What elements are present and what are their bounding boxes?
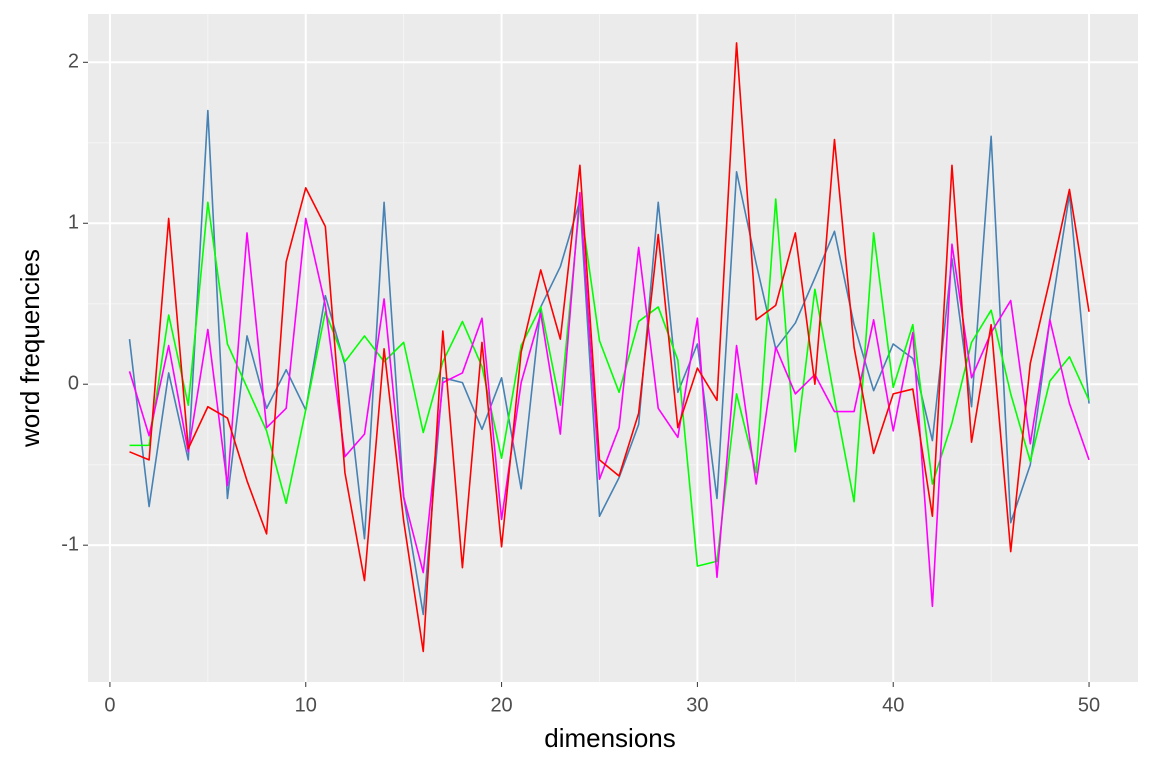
x-tick-label: 50	[1078, 694, 1100, 716]
y-tick-label: -1	[61, 533, 79, 555]
series-line	[128, 191, 1090, 608]
x-tick-label: 10	[295, 694, 317, 716]
x-tick-label: 30	[686, 694, 708, 716]
x-tick-label: 40	[882, 694, 904, 716]
series-line	[129, 42, 1090, 653]
x-axis-title: dimensions	[544, 723, 676, 753]
y-tick-label: 0	[68, 372, 79, 394]
x-tick-label: 20	[490, 694, 512, 716]
series-line	[129, 198, 1090, 567]
x-tick-label: 0	[104, 694, 115, 716]
y-axis-title: word frequencies	[15, 249, 45, 448]
y-tick-label: 2	[68, 51, 79, 73]
y-tick-label: 1	[68, 212, 79, 234]
